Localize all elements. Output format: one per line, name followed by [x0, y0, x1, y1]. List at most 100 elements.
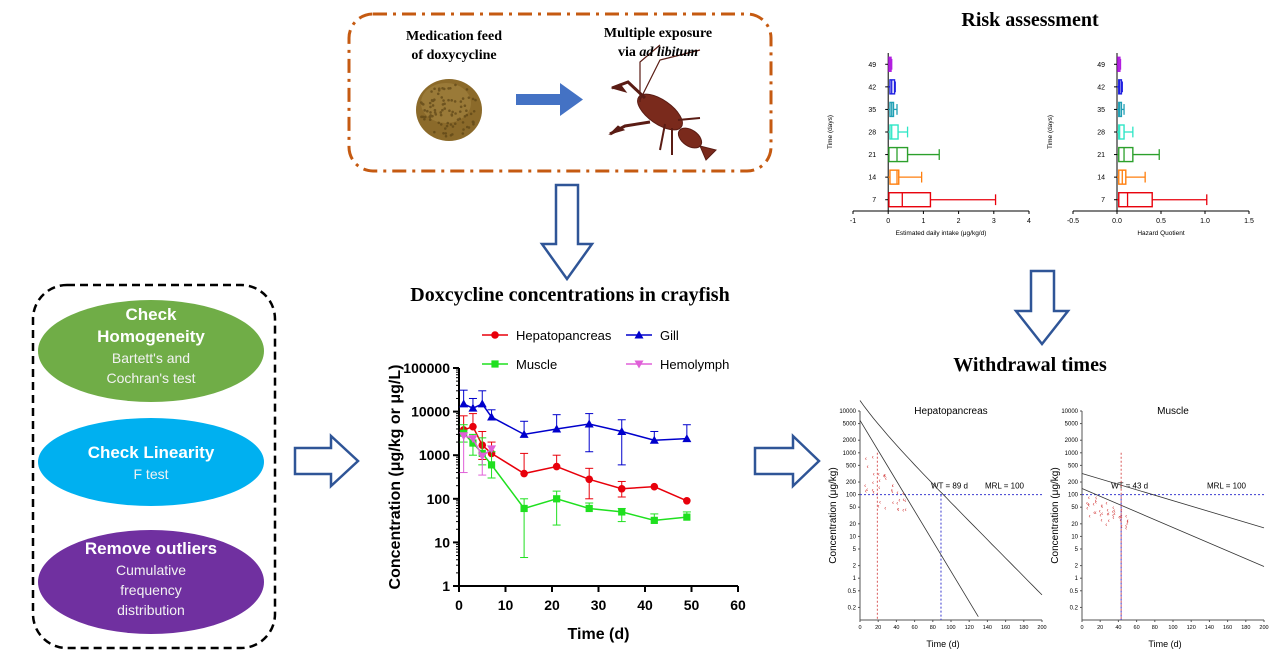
pellet-dot	[441, 103, 445, 106]
regression-line	[1081, 473, 1265, 529]
hq-boxplot: -0.5 0.0 0.5 1.0 1.5 7 14 21 28 35 42 49 Hazard Quot…	[1047, 53, 1254, 237]
pellet-dot	[429, 105, 432, 109]
x-tick-label: 30	[591, 597, 607, 613]
x-tick-label: 1.0	[1200, 218, 1210, 225]
x-tick-label: 120	[1187, 625, 1196, 631]
data-point: ‹	[905, 507, 907, 513]
y-tick-label: 0.2	[848, 605, 857, 611]
pellet-dot	[454, 112, 457, 115]
data-point: ‹	[1093, 511, 1095, 517]
feed-pellets-icon	[416, 79, 482, 141]
pellet-dot	[433, 130, 436, 134]
pellet-dot	[449, 86, 452, 90]
x-axis-title: Estimated daily intake (μg/kg/d)	[896, 230, 987, 237]
chart-title: Hepatopancreas	[914, 406, 987, 417]
y-tick-label: 1	[1075, 576, 1079, 582]
x-tick-label: 60	[730, 597, 746, 613]
pellet-dot	[429, 111, 432, 114]
legend-label: Muscle	[516, 357, 557, 372]
pellet-dot	[442, 99, 445, 102]
regression-line	[1081, 488, 1265, 567]
data-point: ‹	[1105, 522, 1107, 528]
pellet-dot	[439, 113, 443, 117]
data-point: ‹	[1095, 498, 1097, 504]
x-tick-label: -1	[850, 218, 856, 225]
y-tick-label: 5000	[1065, 422, 1079, 428]
pellet-dot	[441, 86, 444, 90]
data-point: ‹	[1101, 505, 1103, 511]
x-tick-label: 4	[1027, 218, 1031, 225]
pellet-dot	[463, 115, 467, 118]
legend-label: Hepatopancreas	[516, 328, 612, 343]
pellet-dot	[472, 123, 475, 126]
x-tick-label: 10	[498, 597, 514, 613]
pellet-dot	[467, 126, 471, 129]
data-point: ‹	[896, 501, 898, 507]
pellet-dot	[453, 122, 457, 125]
data-point: ‹	[1113, 508, 1115, 514]
data-point: ‹	[902, 491, 904, 497]
data-point: ‹	[1107, 508, 1109, 514]
data-point: ‹	[1119, 515, 1121, 521]
y-tick-label: 7	[872, 197, 876, 204]
exposure-label-prefix: via	[617, 45, 640, 60]
legend-marker	[634, 330, 644, 339]
data-point: ‹	[864, 484, 866, 490]
pellet-dot	[472, 109, 476, 113]
pellet-dot	[420, 115, 423, 119]
pellet-dot	[450, 114, 454, 117]
y-tick-label: 2000	[843, 438, 857, 444]
pellet-dot	[428, 115, 432, 119]
x-tick-label: 100	[946, 625, 955, 631]
pellet-dot	[454, 83, 457, 87]
pellet-dot	[447, 98, 450, 102]
y-axis-title: Time (days)	[1047, 115, 1054, 149]
pellet-dot	[474, 98, 477, 102]
medication-label: Medication feed of doxycycline	[394, 27, 514, 65]
data-point: ‹	[867, 465, 869, 471]
pellet-dot	[437, 87, 441, 90]
data-point: ‹	[1088, 495, 1090, 501]
pellet-dot	[431, 99, 435, 103]
data-point	[553, 495, 561, 503]
x-tick-label: 120	[965, 625, 974, 631]
data-point	[617, 484, 626, 493]
x-tick-label: 180	[1019, 625, 1028, 631]
concentration-chart: 1 10 100 1000 10000 100000 0 10 20 30 40 50 60 Time (…	[387, 328, 746, 643]
y-tick-label: 200	[1068, 480, 1079, 486]
pellet-dot	[419, 101, 423, 104]
data-point	[585, 475, 593, 484]
data-point: ‹	[1118, 515, 1120, 521]
data-point: ‹	[866, 487, 868, 493]
data-point: ‹	[1089, 514, 1091, 520]
data-point	[585, 504, 593, 513]
x-tick-label: 2	[957, 218, 961, 225]
data-point: ‹	[897, 507, 899, 513]
data-point: ‹	[891, 489, 893, 495]
risk-section-title: Risk assessment	[961, 9, 1099, 31]
pellet-dot	[433, 98, 436, 101]
x-tick-label: 50	[684, 597, 700, 613]
x-tick-label: 80	[930, 625, 936, 631]
x-tick-label: 1.5	[1244, 218, 1254, 225]
pellet-dot	[433, 87, 436, 91]
series-line	[463, 434, 493, 458]
data-point	[487, 445, 497, 454]
pellet-dot	[446, 121, 450, 125]
data-point	[468, 403, 478, 412]
data-point: ‹	[897, 508, 899, 514]
y-axis-title: Time (days)	[827, 115, 834, 149]
pellet-dot	[442, 131, 445, 135]
x-tick-label: 160	[1223, 625, 1232, 631]
y-tick-label: 10	[849, 534, 856, 540]
pellet-dot	[463, 104, 467, 108]
x-tick-label: 40	[637, 597, 653, 613]
y-tick-label: 49	[868, 62, 876, 69]
pellet-dot	[453, 100, 457, 103]
legend-marker	[634, 360, 644, 369]
pellet-dot	[429, 114, 432, 117]
x-tick-label: 0.5	[1156, 218, 1166, 225]
pellet-dot	[434, 113, 438, 116]
data-point: ‹	[878, 472, 880, 478]
